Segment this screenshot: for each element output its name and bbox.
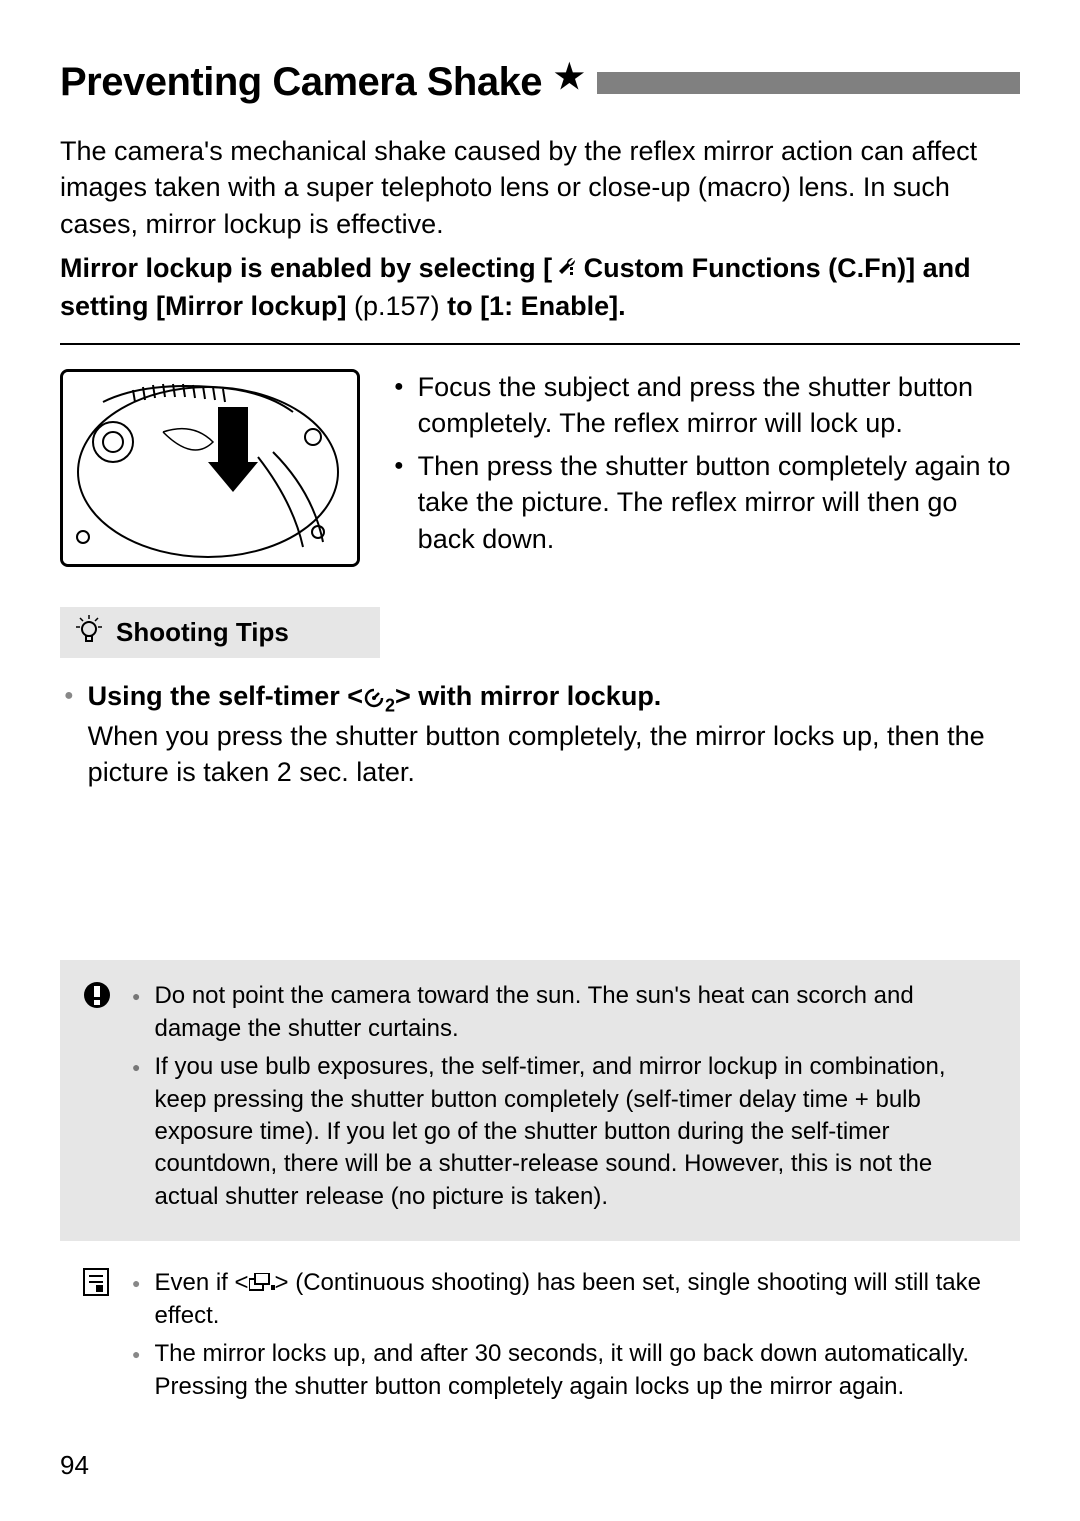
caution-list: Do not point the camera toward the sun. … xyxy=(132,980,998,1219)
caution-2: If you use bulb exposures, the self-time… xyxy=(132,1051,998,1213)
tips-label: Shooting Tips xyxy=(116,617,289,648)
note-icon xyxy=(82,1267,114,1409)
manual-page: Preventing Camera Shake ★ The camera's m… xyxy=(0,0,1080,1521)
title-bar xyxy=(597,72,1020,94)
setting-instruction: Mirror lockup is enabled by selecting [ … xyxy=(60,250,1020,325)
info-1-prefix: Even if < xyxy=(154,1269,248,1296)
title-row: Preventing Camera Shake ★ xyxy=(60,60,1020,105)
info-2: The mirror locks up, and after 30 second… xyxy=(132,1338,998,1403)
info-1-text: Even if <> (Continuous shooting) has bee… xyxy=(154,1267,998,1332)
tip-item: Using the self-timer < 2> with mirror loc… xyxy=(64,678,1020,791)
wrench-icon xyxy=(552,252,576,288)
timer-icon xyxy=(363,682,385,718)
tip-sub: 2 xyxy=(385,695,395,715)
tip-heading-prefix: Using the self-timer < xyxy=(88,681,363,711)
camera-illustration xyxy=(60,369,360,567)
setting-page: (p.157) xyxy=(347,291,448,321)
spacer xyxy=(60,790,1020,960)
continuous-shooting-icon xyxy=(249,1268,275,1300)
page-title: Preventing Camera Shake xyxy=(60,60,542,105)
setting-suffix: to [1: Enable]. xyxy=(447,291,626,321)
bullet-1-text: Focus the subject and press the shutter … xyxy=(418,369,1020,442)
tip-body: When you press the shutter button comple… xyxy=(88,721,985,787)
separator xyxy=(60,343,1020,345)
info-1-suffix: > (Continuous shooting) has been set, si… xyxy=(154,1269,980,1329)
setting-prefix: Mirror lockup is enabled by selecting [ xyxy=(60,253,552,283)
tips-header: Shooting Tips xyxy=(60,607,380,658)
bullet-1: Focus the subject and press the shutter … xyxy=(394,369,1020,442)
main-row: Focus the subject and press the shutter … xyxy=(60,369,1020,567)
lightbulb-icon xyxy=(74,615,104,650)
star-icon: ★ xyxy=(554,57,584,97)
caution-2-text: If you use bulb exposures, the self-time… xyxy=(154,1051,998,1213)
caution-1: Do not point the camera toward the sun. … xyxy=(132,980,998,1045)
tip-heading: Using the self-timer <2> with mirror loc… xyxy=(88,681,662,711)
bullet-2: Then press the shutter button completely… xyxy=(394,448,1020,557)
page-number: 94 xyxy=(60,1450,89,1481)
info-box: Even if <> (Continuous shooting) has bee… xyxy=(60,1261,1020,1415)
main-bullets: Focus the subject and press the shutter … xyxy=(394,369,1020,567)
caution-box: Do not point the camera toward the sun. … xyxy=(60,960,1020,1241)
bullet-2-text: Then press the shutter button completely… xyxy=(418,448,1020,557)
info-2-text: The mirror locks up, and after 30 second… xyxy=(154,1338,998,1403)
tip-content: Using the self-timer < 2> with mirror loc… xyxy=(88,678,1020,791)
info-1: Even if <> (Continuous shooting) has bee… xyxy=(132,1267,998,1332)
intro-paragraph: The camera's mechanical shake caused by … xyxy=(60,133,1020,242)
info-list: Even if <> (Continuous shooting) has bee… xyxy=(132,1267,998,1409)
tip-heading-suffix: > with mirror lockup. xyxy=(395,681,661,711)
caution-icon xyxy=(82,980,114,1219)
caution-1-text: Do not point the camera toward the sun. … xyxy=(154,980,998,1045)
